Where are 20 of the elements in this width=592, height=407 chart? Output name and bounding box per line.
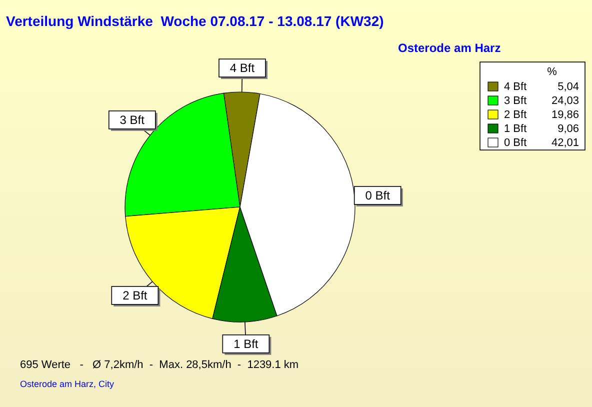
legend-title: %	[547, 66, 558, 78]
slice-label: 0 Bft	[365, 188, 391, 202]
slice-label: 2 Bft	[122, 288, 148, 302]
data-label: 42,01	[551, 137, 579, 149]
slice-label: 1 Bft	[234, 336, 259, 351]
legend-label: 1 Bft	[504, 123, 527, 135]
legend-label: 3 Bft	[504, 95, 527, 107]
legend-label: 0 Bft	[504, 137, 527, 149]
slice-label: 3 Bft	[120, 112, 146, 127]
text: Osterode am Harz, City	[20, 379, 115, 389]
legend-label: 4 Bft	[504, 81, 527, 93]
data-label: 19,86	[551, 109, 579, 121]
data-label: 24,03	[551, 95, 579, 107]
slice-label: 4 Bft	[230, 61, 256, 76]
data-label: 5,04	[558, 81, 579, 93]
data-label: 9,06	[558, 123, 579, 135]
chart-title: Verteilung Windstärke Woche 07.08.17 - 13.08.17 (KW32)	[6, 13, 384, 29]
legend-label: 2 Bft	[504, 109, 527, 121]
text: 695 Werte - Ø 7,2km/h - Max. 28,5km/h - 1239.1 km	[20, 359, 299, 371]
chart-subtitle: Osterode am Harz	[398, 41, 501, 55]
